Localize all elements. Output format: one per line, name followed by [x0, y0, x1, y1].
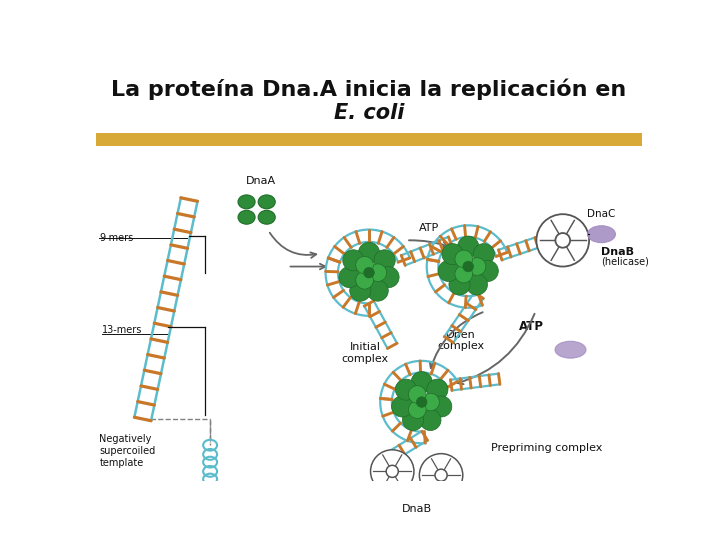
Ellipse shape	[258, 210, 275, 224]
Circle shape	[343, 250, 364, 271]
Circle shape	[419, 454, 463, 497]
Circle shape	[378, 267, 399, 288]
Text: E. coli: E. coli	[334, 103, 404, 123]
Circle shape	[449, 274, 470, 295]
Circle shape	[435, 469, 447, 481]
Circle shape	[386, 465, 398, 477]
Text: DnaA: DnaA	[246, 176, 276, 186]
Text: ATP: ATP	[418, 222, 438, 233]
Text: Prepriming complex: Prepriming complex	[492, 443, 603, 453]
Text: 13-mers: 13-mers	[102, 326, 142, 335]
Circle shape	[367, 280, 388, 301]
Text: 9-mers: 9-mers	[99, 233, 133, 243]
Text: (helicase): (helicase)	[601, 257, 649, 267]
Circle shape	[408, 401, 426, 418]
Circle shape	[339, 267, 360, 288]
Ellipse shape	[555, 341, 586, 358]
Circle shape	[374, 250, 395, 271]
Circle shape	[422, 393, 439, 411]
Circle shape	[477, 260, 498, 281]
Text: DnaB: DnaB	[402, 504, 432, 514]
Circle shape	[427, 379, 448, 400]
Circle shape	[364, 267, 374, 278]
Text: Negatively
supercoiled
template: Negatively supercoiled template	[99, 434, 156, 468]
Ellipse shape	[588, 226, 616, 242]
Circle shape	[455, 265, 472, 283]
Circle shape	[458, 236, 479, 257]
Circle shape	[467, 274, 487, 295]
Ellipse shape	[258, 195, 275, 209]
Circle shape	[392, 396, 413, 417]
Circle shape	[356, 256, 374, 274]
Circle shape	[555, 233, 570, 248]
Circle shape	[369, 264, 387, 281]
Text: Initial
complex: Initial complex	[341, 342, 389, 363]
Circle shape	[438, 260, 459, 281]
Circle shape	[402, 409, 423, 430]
Circle shape	[359, 242, 379, 264]
Circle shape	[416, 397, 427, 407]
Ellipse shape	[238, 195, 255, 209]
Text: ATP: ATP	[519, 320, 544, 333]
Circle shape	[395, 379, 417, 400]
Ellipse shape	[238, 210, 255, 224]
Circle shape	[468, 258, 486, 275]
Circle shape	[455, 250, 472, 268]
Circle shape	[350, 280, 371, 301]
Text: La proteína Dna.A inicia la replicación en: La proteína Dna.A inicia la replicación …	[112, 79, 626, 100]
Circle shape	[371, 450, 414, 493]
Circle shape	[356, 272, 374, 289]
Circle shape	[536, 214, 589, 267]
Circle shape	[431, 396, 452, 417]
Circle shape	[420, 409, 441, 430]
Circle shape	[473, 244, 495, 265]
Circle shape	[463, 261, 474, 272]
Circle shape	[442, 244, 463, 265]
Text: Open
complex: Open complex	[437, 330, 484, 352]
Text: DnaC: DnaC	[588, 209, 616, 219]
Circle shape	[408, 386, 426, 403]
Circle shape	[411, 372, 432, 393]
Text: DnaB: DnaB	[601, 247, 634, 257]
Polygon shape	[96, 132, 642, 146]
